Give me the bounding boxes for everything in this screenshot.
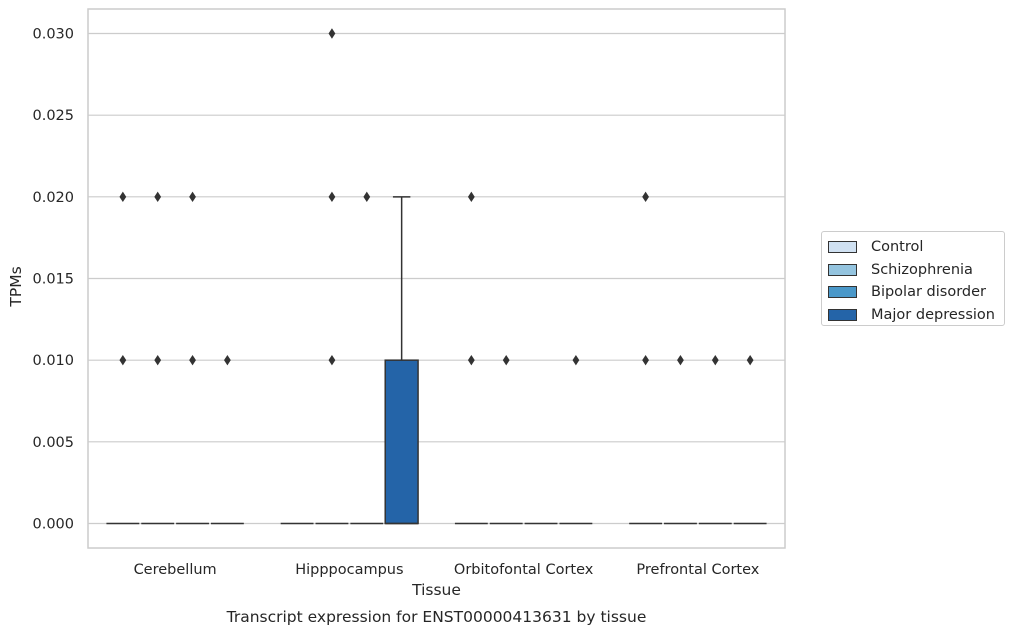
outlier-point xyxy=(572,354,580,366)
legend-swatch xyxy=(828,286,857,299)
y-tick-label: 0.000 xyxy=(32,517,74,533)
legend-item: Bipolar disorder xyxy=(828,281,1004,304)
box xyxy=(384,359,419,525)
x-tick-label: Cerebellum xyxy=(134,562,217,578)
y-axis-label: TPMs xyxy=(7,266,25,307)
outlier-point xyxy=(119,354,127,366)
y-tick-label: 0.020 xyxy=(32,190,74,206)
x-tick-label: Prefrontal Cortex xyxy=(636,562,759,578)
legend-item: Schizophrenia xyxy=(828,259,1004,282)
outlier-point xyxy=(642,354,649,366)
y-tick-label: 0.005 xyxy=(32,435,74,451)
legend-swatch xyxy=(828,308,857,321)
outlier-point xyxy=(746,354,754,366)
outlier-point xyxy=(328,354,336,366)
outlier-point xyxy=(189,191,196,203)
outlier-point xyxy=(328,28,336,39)
outlier-point xyxy=(154,354,162,366)
legend-label: Major depression xyxy=(871,306,995,323)
legend-label: Schizophrenia xyxy=(871,261,973,278)
legend-item: Control xyxy=(828,236,1004,259)
y-tick-label: 0.025 xyxy=(32,108,74,124)
outlier-point xyxy=(642,191,649,203)
outlier-point xyxy=(711,354,719,366)
legend-label: Bipolar disorder xyxy=(871,284,986,301)
outlier-point xyxy=(467,191,475,203)
outlier-point xyxy=(328,191,336,203)
outlier-point xyxy=(154,191,162,203)
y-tick-label: 0.015 xyxy=(32,272,74,288)
legend-label: Control xyxy=(871,239,924,256)
y-tick-label: 0.030 xyxy=(32,27,74,43)
legend-item: Major depression xyxy=(828,304,1004,327)
legend-swatch xyxy=(828,241,857,254)
x-tick-label: Orbitofontal Cortex xyxy=(454,562,594,578)
outlier-point xyxy=(677,354,684,366)
x-axis-label: Tissue xyxy=(411,581,461,599)
chart-legend: Control Schizophrenia Bipolar disorder M… xyxy=(821,231,1005,326)
outlier-point xyxy=(363,191,371,203)
x-tick-label: Hipppocampus xyxy=(295,562,403,578)
legend-swatch xyxy=(828,263,857,276)
plot-frame xyxy=(87,8,786,549)
outlier-point xyxy=(502,354,510,366)
y-tick-label: 0.010 xyxy=(32,353,74,369)
outlier-point xyxy=(224,354,231,366)
outlier-point xyxy=(467,354,475,366)
outlier-point xyxy=(119,191,127,203)
chart-title: Transcript expression for ENST0000041363… xyxy=(226,608,647,626)
outlier-point xyxy=(189,354,196,366)
